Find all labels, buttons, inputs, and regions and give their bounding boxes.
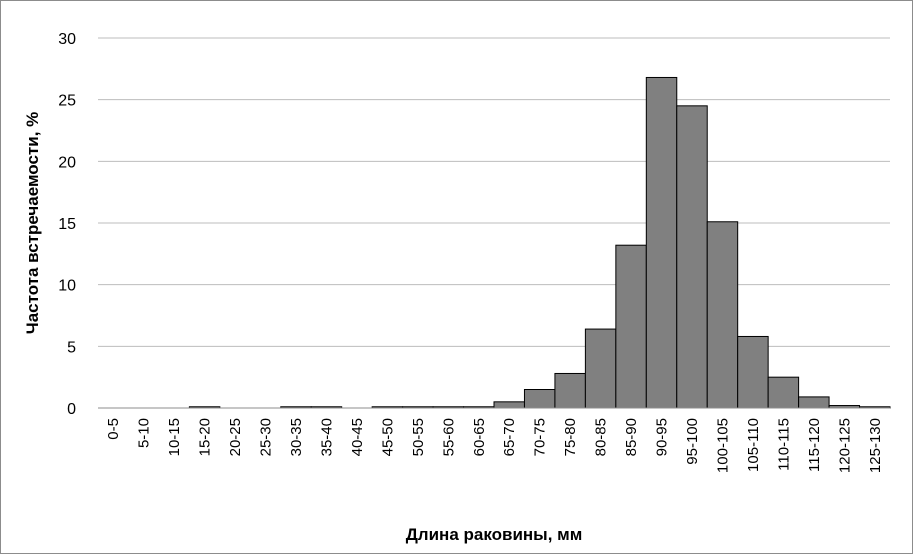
x-tick-label: 15-20 bbox=[197, 418, 214, 456]
x-tick-label: 115-120 bbox=[806, 418, 823, 472]
y-tick-label: 20 bbox=[58, 154, 76, 171]
x-axis-title: Длина раковины, мм bbox=[406, 525, 583, 544]
x-tick-label: 65-70 bbox=[501, 418, 518, 456]
bar bbox=[767, 376, 800, 409]
bar bbox=[798, 396, 830, 409]
y-tick-label: 30 bbox=[58, 31, 76, 48]
x-tick-label: 60-65 bbox=[471, 418, 488, 456]
x-tick-label: 125-130 bbox=[867, 418, 884, 473]
bar bbox=[584, 328, 617, 409]
x-tick-label: 5-10 bbox=[136, 418, 153, 448]
bar bbox=[493, 401, 525, 409]
x-tick-label: 20-25 bbox=[227, 418, 244, 456]
x-tick-label: 120-125 bbox=[836, 418, 853, 473]
bar bbox=[615, 244, 647, 409]
y-tick-label: 10 bbox=[58, 278, 76, 295]
x-tick-label: 105-110 bbox=[745, 418, 762, 472]
x-tick-label: 0-5 bbox=[105, 418, 122, 440]
x-tick-label: 45-50 bbox=[379, 418, 396, 456]
y-tick-label: 15 bbox=[58, 216, 76, 233]
x-tick-label: 110-115 bbox=[775, 418, 792, 471]
x-tick-label: 50-55 bbox=[410, 418, 427, 456]
bar bbox=[676, 105, 708, 409]
x-tick-label: 25-30 bbox=[258, 418, 275, 456]
y-tick-label: 0 bbox=[67, 401, 76, 418]
bar bbox=[737, 335, 769, 409]
bar bbox=[554, 372, 586, 409]
bar bbox=[706, 221, 739, 409]
x-tick-label: 95-100 bbox=[684, 418, 701, 465]
x-tick-label: 100-105 bbox=[714, 418, 731, 473]
bar bbox=[523, 389, 556, 409]
x-tick-label: 55-60 bbox=[440, 418, 457, 456]
x-tick-label: 10-15 bbox=[166, 418, 183, 456]
x-tick-label: 40-45 bbox=[349, 418, 366, 456]
y-tick-label: 25 bbox=[58, 93, 76, 110]
y-axis-title: Частота встречаемости, % bbox=[23, 112, 42, 335]
x-tick-label: 90-95 bbox=[654, 418, 671, 456]
x-tick-label: 35-40 bbox=[318, 418, 335, 456]
x-tick-label: 30-35 bbox=[288, 418, 305, 456]
x-tick-label: 80-85 bbox=[593, 418, 610, 456]
x-tick-label: 70-75 bbox=[532, 418, 549, 456]
bar bbox=[645, 76, 678, 409]
x-tick-label: 85-90 bbox=[623, 418, 640, 456]
y-tick-label: 5 bbox=[67, 339, 76, 356]
x-tick-label: 75-80 bbox=[562, 418, 579, 456]
